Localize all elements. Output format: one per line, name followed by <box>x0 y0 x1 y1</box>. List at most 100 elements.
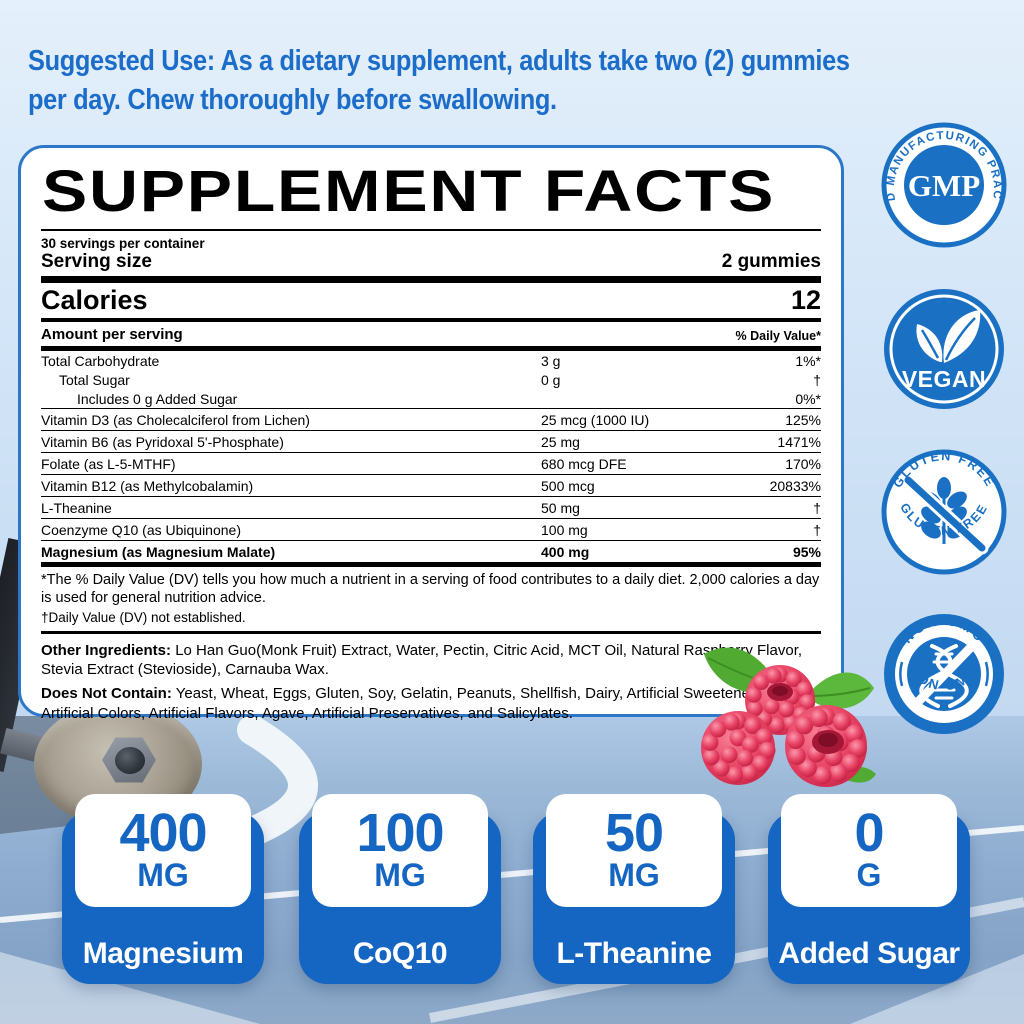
calories-value: 12 <box>790 285 821 316</box>
nutrient-row: Total Sugar 0 g † <box>41 370 821 389</box>
nutrient-table: Total Carbohydrate 3 g 1%* Total Sugar 0… <box>41 351 821 562</box>
stat-value: 100 <box>356 802 444 863</box>
raspberry-image <box>701 647 876 787</box>
divider <box>41 318 821 323</box>
stat-card-l-theanine: 50 MG L-Theanine <box>533 794 735 984</box>
serving-size-row: Serving size 2 gummies <box>41 251 821 273</box>
nutrient-dv: 1471% <box>777 433 821 450</box>
thick-divider <box>41 276 821 284</box>
nutrient-amount <box>541 391 795 407</box>
vegan-badge: VEGAN <box>884 289 1004 409</box>
nutrient-name: Includes 0 g Added Sugar <box>77 390 238 407</box>
amount-header-row: Amount per serving % Daily Value* <box>41 322 821 346</box>
nutrient-name: Coenzyme Q10 (as Ubiquinone) <box>41 521 241 538</box>
does-not-contain-label: Does Not Contain: <box>41 685 172 703</box>
nutrient-amount: 500 mcg <box>541 477 595 494</box>
stat-value: 400 <box>119 802 207 863</box>
stat-label: Added Sugar <box>778 937 960 970</box>
stat-label: Magnesium <box>82 937 244 970</box>
nutrient-name: Magnesium (as Magnesium Malate) <box>41 543 276 560</box>
nutrient-amount: 400 mg <box>541 543 590 560</box>
nutrient-row: Vitamin D3 (as Cholecalciferol from Lich… <box>41 408 821 430</box>
gmp-center-text: GMP <box>908 168 980 203</box>
nutrient-row: Folate (as L-5-MTHF) 680 mcg DFE 170% <box>41 452 821 474</box>
slash-icon <box>901 473 989 555</box>
stat-value-box: 400 MG <box>75 794 251 907</box>
nutrient-row: Total Carbohydrate 3 g 1%* <box>41 351 821 370</box>
nutrient-dv: 125% <box>785 411 821 428</box>
stat-unit: G <box>856 856 882 893</box>
nutrient-dv: † <box>813 499 821 516</box>
light-patch-2 <box>850 954 1024 1024</box>
vegan-label: VEGAN <box>902 366 986 392</box>
gmp-badge: GOOD MANUFACTURING PRACTICE GMP <box>880 121 1007 248</box>
nutrient-name: Vitamin B6 (as Pyridoxal 5'-Phosphate) <box>41 433 284 450</box>
nutrient-row: Vitamin B6 (as Pyridoxal 5'-Phosphate) 2… <box>41 430 821 452</box>
nutrient-name: Folate (as L-5-MTHF) <box>41 455 176 472</box>
dna-icon <box>911 639 979 709</box>
nutrient-row: L-Theanine 50 mg † <box>41 496 821 518</box>
divider <box>41 229 821 232</box>
leaf-icon <box>916 310 981 363</box>
stat-value-box: 50 MG <box>546 794 722 907</box>
non-gmo-badge: NON GMO NON GMO <box>884 613 1004 734</box>
stat-value-box: 100 MG <box>312 794 488 907</box>
daily-value-header: % Daily Value* <box>735 329 821 344</box>
stat-card-magnesium: 400 MG Magnesium <box>62 794 264 984</box>
thick-divider <box>41 346 821 352</box>
nutrient-amount: 25 mg <box>541 433 580 450</box>
raspberry-right <box>785 705 867 787</box>
suggested-use-text: Suggested Use: As a dietary supplement, … <box>28 45 850 116</box>
nutrient-dv: 95% <box>792 543 821 560</box>
serving-size-value: 2 gummies <box>721 251 821 273</box>
nutrient-amount: 100 mg <box>541 521 588 538</box>
left-mark <box>899 661 904 687</box>
stat-unit: MG <box>608 856 660 893</box>
nutrient-dv: 20833% <box>769 477 821 494</box>
supplement-facts-panel: SUPPLEMENT FACTS 30 servings per contain… <box>18 145 844 722</box>
stat-unit: MG <box>374 856 426 893</box>
stat-unit: MG <box>137 856 189 893</box>
nutrient-row: Magnesium (as Magnesium Malate) 400 mg 9… <box>41 540 821 562</box>
wheel-bolt <box>115 747 145 774</box>
badge-center <box>904 145 984 225</box>
servings-per-container: 30 servings per container <box>41 236 205 252</box>
nutrient-dv: † <box>813 521 821 538</box>
stat-label: L-Theanine <box>556 937 712 970</box>
raspberry-left <box>701 711 776 785</box>
nutrient-dv: 0%* <box>795 390 821 407</box>
stat-card-added-sugar: 0 G Added Sugar <box>768 794 970 984</box>
stat-label: CoQ10 <box>352 937 448 970</box>
nutrient-amount: 50 mg <box>541 499 580 516</box>
stat-value: 50 <box>604 802 664 863</box>
nutrient-row: Includes 0 g Added Sugar 0%* <box>41 389 821 408</box>
amount-per-serving-label: Amount per serving <box>41 326 183 344</box>
stat-card-coq10: 100 MG CoQ10 <box>299 794 501 984</box>
calories-label: Calories <box>41 285 148 316</box>
dagger-footnote: †Daily Value (DV) not established. <box>41 610 246 626</box>
nutrient-row: Vitamin B12 (as Methylcobalamin) 500 mcg… <box>41 474 821 496</box>
nutrient-dv: † <box>813 371 821 388</box>
does-not-contain-text: Does Not Contain: Yeast, Wheat, Eggs, Gl… <box>41 685 767 722</box>
nutrient-dv: 1%* <box>795 352 821 369</box>
thick-divider <box>41 562 821 568</box>
nutrient-name: Total Carbohydrate <box>41 352 160 369</box>
nutrient-name: L-Theanine <box>41 499 112 516</box>
panel-title: SUPPLEMENT FACTS <box>42 159 776 224</box>
stat-value: 0 <box>854 802 884 863</box>
divider <box>41 631 821 635</box>
nutrient-amount: 25 mcg (1000 IU) <box>541 411 650 428</box>
dv-footnote: *The % Daily Value (DV) tells you how mu… <box>41 572 820 607</box>
nutrient-amount: 680 mcg DFE <box>541 455 627 472</box>
nutrient-name: Total Sugar <box>59 371 130 388</box>
white-curb-curve <box>237 716 318 847</box>
gluten-free-badge: GLUTEN FREE GLUTEN FREE <box>881 449 1007 575</box>
nutrient-name: Vitamin D3 (as Cholecalciferol from Lich… <box>41 411 310 428</box>
serving-size-label: Serving size <box>41 251 152 273</box>
nutrient-row: Coenzyme Q10 (as Ubiquinone) 100 mg † <box>41 518 821 540</box>
nutrient-name: Vitamin B12 (as Methylcobalamin) <box>41 477 254 494</box>
badge-inner-ring <box>889 294 999 404</box>
nutrient-amount: 0 g <box>541 371 561 388</box>
stat-value-box: 0 G <box>781 794 957 907</box>
nutrient-dv: 170% <box>785 455 821 472</box>
